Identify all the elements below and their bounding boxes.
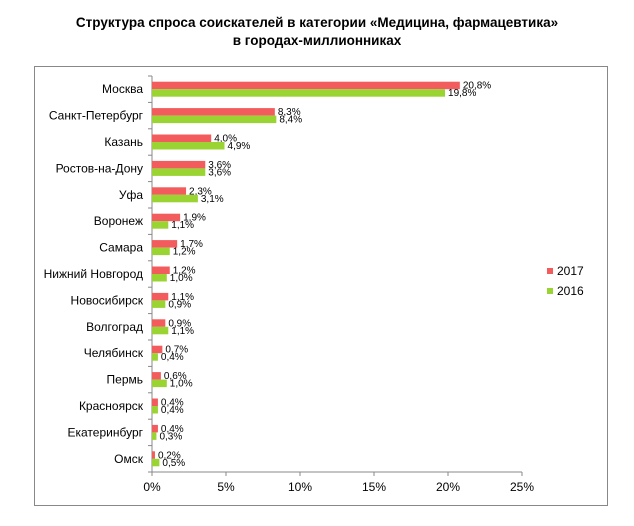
data-label-2016: 1,0%	[170, 273, 193, 284]
category-label: Москва	[102, 82, 143, 96]
data-label-2016: 1,1%	[171, 220, 194, 231]
bar-2017	[152, 292, 169, 301]
bar-2017	[152, 372, 161, 380]
category-label: Челябинск	[84, 346, 144, 360]
data-label-2017: 0,7%	[165, 345, 188, 356]
bar-2016	[152, 274, 167, 282]
bar-2017	[152, 187, 187, 195]
bar-2017	[152, 424, 158, 433]
bar-2017	[152, 345, 163, 354]
legend-label-2016: 2016	[557, 284, 584, 298]
chart-frame	[34, 66, 608, 506]
bar-2016	[152, 300, 166, 308]
data-label-2016: 1,0%	[170, 379, 193, 390]
category-label: Екатеринбург	[68, 425, 144, 439]
bar-2016	[152, 142, 225, 150]
category-label: Пермь	[107, 373, 143, 387]
bar-2016	[152, 89, 446, 97]
data-label-2016: 8,4%	[279, 115, 302, 126]
data-label-2017: 0,6%	[164, 371, 187, 382]
data-label-2017: 20,8%	[463, 81, 491, 92]
chart-subtitle: в городах-миллионниках	[232, 33, 402, 48]
data-label-2017: 1,1%	[171, 292, 194, 303]
data-label-2016: 1,1%	[171, 326, 194, 337]
data-label-2017: 0,9%	[168, 318, 191, 329]
x-tick-label: 25%	[510, 480, 534, 494]
data-label-2016: 4,9%	[228, 141, 251, 152]
category-label: Омск	[114, 452, 144, 466]
bar-2016	[152, 379, 167, 388]
bar-2016	[152, 194, 198, 203]
bar-2017	[152, 108, 275, 116]
data-label-2016: 1,2%	[173, 247, 196, 258]
chart-title-line1: Структура спроса соискателей в категории…	[75, 15, 559, 30]
bar-2017	[152, 160, 206, 169]
data-label-2016: 0,5%	[162, 458, 185, 469]
data-label-2017: 0,2%	[158, 450, 181, 461]
data-label-2016: 0,3%	[159, 431, 182, 442]
data-label-2017: 0,4%	[161, 424, 184, 435]
data-label-2017: 8,3%	[278, 107, 301, 118]
bar-2016	[152, 247, 170, 256]
data-label-2016: 0,4%	[161, 352, 184, 363]
x-tick-label: 20%	[436, 480, 460, 494]
category-label: Красноярск	[79, 399, 144, 413]
bar-2016	[152, 115, 277, 124]
data-label-2017: 1,2%	[173, 266, 196, 277]
bar-2017	[152, 319, 166, 327]
category-label: Нижний Новгород	[44, 267, 143, 281]
legend-swatch-2016	[547, 288, 553, 294]
category-label: Воронеж	[94, 214, 143, 228]
chart-title: Структура спроса соискателей в категории…	[0, 14, 634, 50]
bar-2016	[152, 221, 169, 229]
bar-2017	[152, 451, 155, 459]
category-label: Самара	[99, 241, 143, 255]
legend-swatch-2017	[547, 268, 553, 274]
data-label-2016: 19,8%	[448, 88, 476, 99]
bar-2016	[152, 432, 157, 440]
data-label-2017: 4,0%	[214, 134, 237, 145]
category-label: Санкт-Петербург	[49, 109, 144, 123]
bar-2017	[152, 398, 158, 406]
data-label-2017: 3,6%	[208, 160, 231, 171]
bar-2017	[152, 266, 170, 274]
data-label-2017: 1,7%	[180, 239, 203, 250]
bar-2017	[152, 240, 178, 248]
x-tick-label: 10%	[288, 480, 312, 494]
data-label-2017: 2,3%	[189, 186, 212, 197]
bar-2017	[152, 134, 212, 142]
bar-2016	[152, 326, 169, 335]
legend-label-2017: 2017	[557, 264, 584, 278]
bar-2017	[152, 213, 181, 222]
data-label-2016: 0,4%	[161, 405, 184, 416]
category-label: Казань	[104, 135, 143, 149]
category-label: Новосибирск	[71, 293, 144, 307]
x-tick-label: 0%	[143, 480, 161, 494]
data-label-2016: 0,9%	[168, 299, 191, 310]
data-label-2017: 0,4%	[161, 398, 184, 409]
x-tick-label: 5%	[217, 480, 235, 494]
data-label-2016: 3,1%	[201, 194, 224, 205]
data-label-2016: 3,6%	[208, 167, 231, 178]
bar-2016	[152, 168, 206, 176]
category-label: Волгоград	[86, 320, 143, 334]
bar-2016	[152, 458, 160, 467]
category-label: Ростов-на-Дону	[56, 161, 143, 175]
bar-2017	[152, 81, 460, 90]
category-label: Уфа	[119, 188, 143, 202]
x-tick-label: 15%	[362, 480, 386, 494]
bar-2016	[152, 406, 158, 414]
data-label-2017: 1,9%	[183, 213, 206, 224]
bar-2016	[152, 353, 158, 361]
